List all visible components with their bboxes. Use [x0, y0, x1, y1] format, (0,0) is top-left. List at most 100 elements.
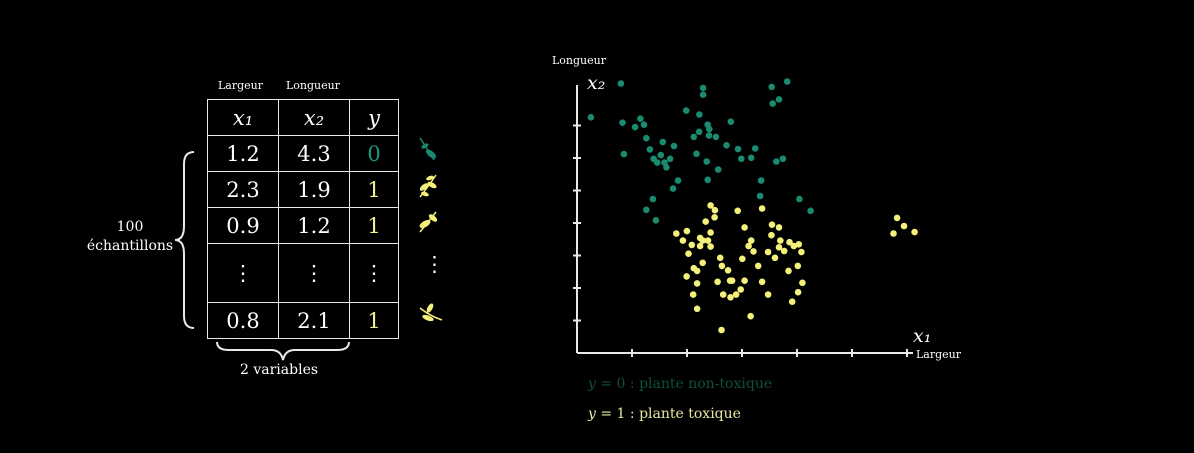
point-class0 — [807, 207, 814, 215]
table-row: 1.2 4.3 0 — [207, 135, 399, 172]
point-class0 — [783, 78, 791, 85]
point-class1 — [719, 291, 727, 298]
point-class0 — [637, 115, 644, 122]
point-class1 — [679, 237, 687, 244]
cell: 2.1 — [278, 302, 350, 339]
extra-dots: ⋮ — [424, 252, 445, 276]
col-label-longueur: Longueur — [286, 79, 340, 92]
point-class0 — [682, 107, 690, 114]
point-class0 — [617, 80, 625, 87]
legend-symbol-1: y — [588, 406, 596, 422]
point-class1 — [911, 228, 918, 236]
point-class1 — [704, 237, 712, 244]
point-class1 — [734, 207, 741, 215]
variables-label: 2 variables — [240, 362, 319, 378]
point-class1 — [702, 218, 709, 225]
point-class0 — [699, 84, 707, 92]
point-class1 — [685, 250, 692, 257]
point-class1 — [790, 242, 798, 250]
point-class1 — [683, 273, 690, 280]
point-class0 — [756, 192, 764, 200]
point-class0 — [653, 159, 661, 166]
point-class1 — [696, 242, 704, 250]
point-class1 — [799, 279, 806, 287]
point-class0 — [757, 177, 765, 184]
point-class1 — [777, 237, 784, 244]
point-class1 — [768, 231, 775, 239]
cell: 1.2 — [278, 207, 350, 244]
data-points — [587, 78, 918, 334]
cell: ⋮ — [207, 243, 279, 303]
cell: ⋮ — [278, 243, 350, 303]
point-class1 — [711, 206, 719, 214]
point-class1 — [745, 242, 752, 250]
point-class1 — [764, 291, 772, 298]
point-class0 — [693, 150, 700, 158]
cell: 1 — [349, 302, 399, 339]
legend-text-0: = 0 : plante non-toxique — [595, 376, 773, 392]
point-class1 — [727, 294, 734, 301]
point-class1 — [780, 247, 788, 255]
cell: 2.3 — [207, 171, 279, 208]
point-class1 — [768, 221, 776, 228]
point-class0 — [663, 164, 670, 171]
legend-class1: y = 1 : plante toxique — [588, 406, 741, 422]
point-class0 — [734, 145, 742, 153]
point-class0 — [699, 91, 707, 98]
point-class1 — [711, 214, 718, 221]
point-class1 — [732, 291, 740, 298]
bottom-brace-icon — [216, 341, 350, 361]
point-class0 — [695, 128, 703, 136]
point-class0 — [696, 111, 703, 118]
point-class0 — [666, 155, 674, 163]
point-class1 — [775, 224, 783, 231]
point-class1 — [741, 277, 748, 284]
point-class1 — [718, 262, 726, 270]
point-class1 — [775, 244, 783, 251]
point-class0 — [649, 195, 657, 203]
point-class0 — [643, 134, 650, 142]
cell: 1 — [349, 207, 399, 244]
point-class1 — [741, 224, 748, 231]
point-class0 — [631, 123, 639, 131]
cell: 4.3 — [278, 135, 350, 172]
point-class0 — [652, 217, 660, 224]
legend-text-1: = 1 : plante toxique — [595, 406, 741, 422]
point-class0 — [659, 138, 667, 146]
point-class0 — [775, 96, 783, 103]
point-class0 — [773, 158, 780, 165]
point-class0 — [779, 155, 787, 163]
point-class0 — [703, 158, 710, 165]
point-class1 — [747, 312, 754, 320]
point-class0 — [619, 119, 626, 126]
row-icons — [419, 137, 443, 322]
point-class1 — [707, 202, 714, 209]
point-class1 — [890, 230, 897, 237]
header-x2: x₂ — [278, 99, 350, 136]
y-axis-symbol: x₂ — [587, 72, 605, 94]
point-class1 — [707, 229, 714, 236]
col-label-largeur: Largeur — [218, 79, 264, 92]
point-class1 — [893, 214, 901, 222]
cell: 0 — [349, 135, 399, 172]
point-class1 — [716, 254, 724, 262]
point-class0 — [747, 154, 755, 162]
table-row: 0.9 1.2 1 — [207, 207, 399, 244]
cell: 1 — [349, 171, 399, 208]
cell: 0.9 — [207, 207, 279, 244]
point-class1 — [718, 326, 725, 334]
left-brace-icon — [174, 151, 195, 329]
legend-class0: y = 0 : plante non-toxique — [588, 376, 772, 392]
cell: 0.8 — [207, 302, 279, 339]
point-class1 — [900, 222, 908, 230]
point-class0 — [796, 195, 803, 203]
point-class1 — [747, 237, 755, 244]
leaf-yellow-icon — [419, 174, 437, 198]
point-class1 — [794, 262, 802, 270]
point-class1 — [764, 248, 772, 256]
point-class0 — [723, 142, 730, 149]
point-class0 — [751, 145, 759, 152]
point-class1 — [750, 248, 757, 255]
scatter-plot: Longueur x₂ x₁ Largeur — [552, 54, 962, 361]
point-class1 — [724, 267, 732, 274]
